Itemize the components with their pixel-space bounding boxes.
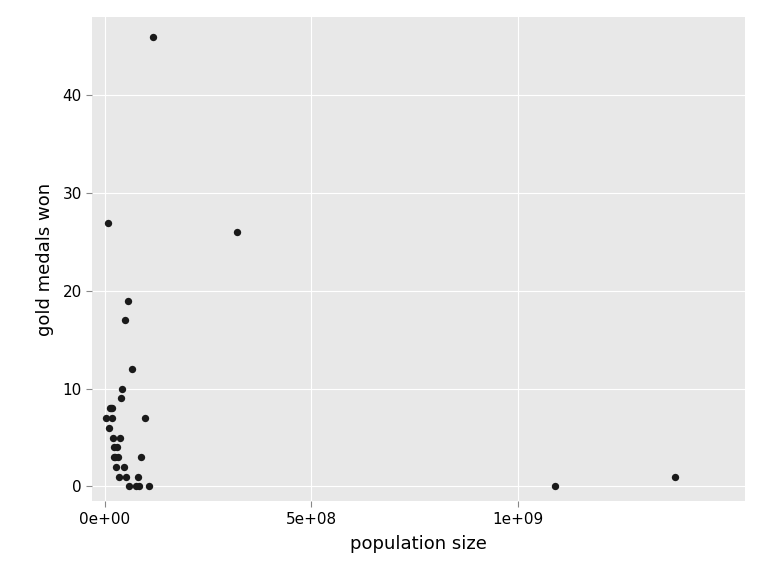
Point [111, 443, 123, 452]
Point [104, 404, 117, 413]
Point [133, 482, 145, 491]
Point [549, 482, 561, 491]
Point [126, 365, 138, 374]
Point [106, 414, 118, 423]
Point [100, 414, 112, 423]
Point [118, 463, 130, 472]
Point [131, 472, 144, 482]
Point [138, 414, 151, 423]
Point [147, 32, 160, 41]
Point [120, 472, 132, 482]
Point [108, 453, 121, 462]
Point [107, 433, 119, 442]
Point [143, 482, 155, 491]
Point [102, 218, 114, 227]
Point [108, 443, 120, 452]
Y-axis label: gold medals won: gold medals won [36, 183, 54, 336]
Point [116, 384, 128, 393]
Point [105, 404, 118, 413]
Point [134, 453, 147, 462]
Point [110, 463, 122, 472]
Point [105, 404, 118, 413]
Point [123, 482, 135, 491]
Point [118, 316, 131, 325]
Point [115, 394, 127, 403]
Point [230, 228, 243, 237]
X-axis label: population size: population size [350, 535, 487, 553]
Point [112, 453, 124, 462]
Point [114, 433, 127, 442]
Point [114, 472, 126, 482]
Point [669, 472, 681, 482]
Point [129, 482, 141, 491]
Point [122, 296, 134, 305]
Point [109, 453, 121, 462]
Point [103, 423, 115, 433]
